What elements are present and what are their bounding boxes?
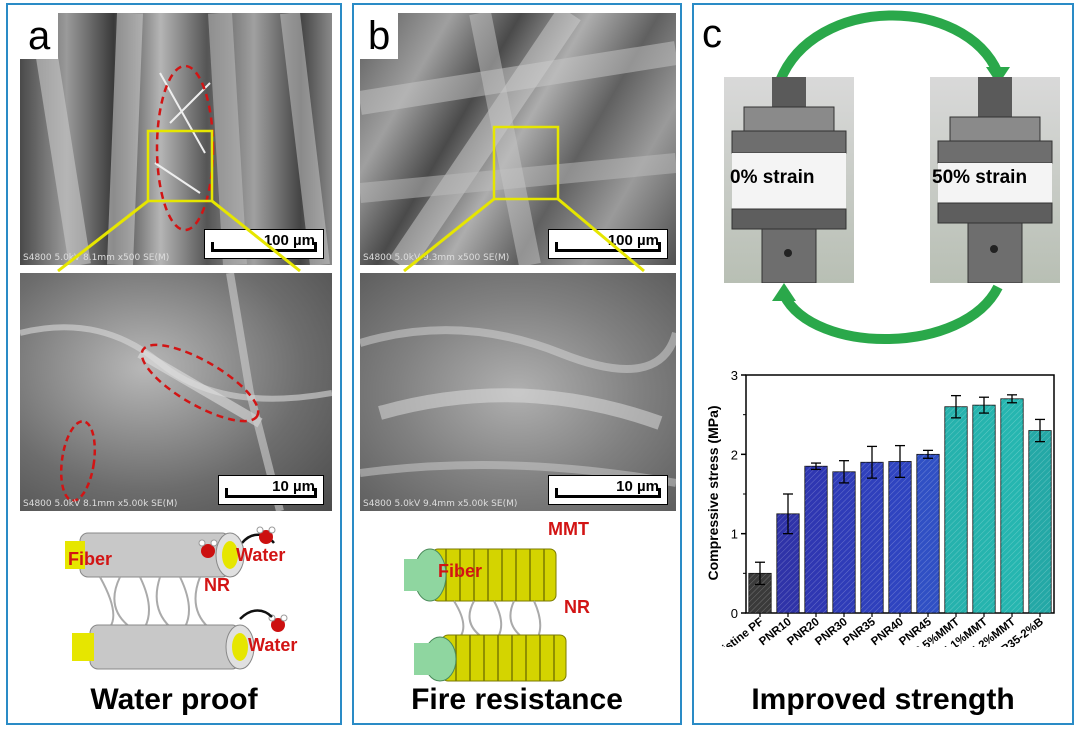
photo-50-strain: 50% strain [930, 77, 1060, 283]
sem-texture [20, 273, 332, 511]
bar-hatch [1028, 430, 1052, 613]
bar-hatch [860, 462, 884, 613]
label-mmt: MMT [548, 519, 589, 539]
y-tick-label: 0 [731, 606, 738, 621]
sem-image-b-top: b 100 µm S4800 5.0kV 9.3mm x500 SE(M) [360, 13, 676, 265]
panel-caption: Fire resistance [411, 683, 623, 716]
panel-b: b 100 µm S4800 5.0kV 9.3mm x500 SE(M) 10… [352, 3, 682, 725]
compressive-stress-chart: Compressive stress (MPa) 0 1 2 3 Pristine PF… [705, 368, 1055, 647]
scale-bar: 10 µm [218, 475, 324, 505]
cycle-arrows [772, 10, 1010, 344]
waterproof-schematic [65, 526, 288, 670]
bar-hatch [1000, 398, 1024, 613]
label-water: Water [236, 545, 286, 565]
bar-hatch [972, 405, 996, 613]
scale-label: 10 µm [272, 478, 315, 495]
y-tick-label: 1 [731, 527, 738, 542]
scale-label: 10 µm [616, 478, 659, 495]
scale-bar: 10 µm [548, 475, 668, 505]
y-tick-label: 2 [731, 447, 738, 462]
scale-bar: 100 µm [548, 229, 668, 259]
y-axis-label: Compressive stress (MPa) [705, 405, 721, 580]
strain-label: 50% strain [932, 167, 1028, 188]
label-fiber: Fiber [438, 561, 483, 581]
bar-hatch [776, 513, 800, 613]
bar-hatch [916, 454, 940, 613]
panel-caption: Improved strength [751, 683, 1015, 716]
label-nr: NR [564, 597, 590, 617]
strain-label: 0% strain [730, 167, 815, 188]
scale-label: 100 µm [607, 232, 659, 249]
fire-resistance-schematic [404, 548, 567, 682]
panel-letter-a: a [20, 13, 59, 59]
panel-c: c 0% strain 50% strain [692, 3, 1074, 725]
zoom-lines [403, 197, 645, 273]
sem-image-b-zoom: 10 µm S4800 5.0kV 9.4mm x5.00k SE(M) [360, 273, 676, 511]
bar-hatch [832, 471, 856, 613]
sem-metadata: S4800 5.0kV 9.3mm x500 SE(M) [363, 253, 510, 263]
panel-a: a 100 µm S4800 5.0kV 8.1mm x500 SE(M) 10… [6, 3, 342, 725]
panel-letter-b: b [360, 13, 399, 59]
scale-bar: 100 µm [204, 229, 324, 259]
bar-hatch [888, 461, 912, 613]
sem-metadata: S4800 5.0kV 8.1mm x500 SE(M) [23, 253, 170, 263]
sem-metadata: S4800 5.0kV 8.1mm x5.00k SE(M) [23, 499, 178, 509]
bar-hatch [804, 466, 828, 613]
y-tick-label: 3 [731, 368, 738, 383]
zoom-lines [57, 199, 301, 273]
label-nr: NR [204, 575, 230, 595]
panel-letter-c: c [694, 11, 730, 57]
label-water: Water [248, 635, 298, 655]
scale-label: 100 µm [263, 232, 315, 249]
bar-hatch [944, 406, 968, 613]
panel-caption: Water proof [90, 683, 258, 716]
sem-image-a-zoom: 10 µm S4800 5.0kV 8.1mm x5.00k SE(M) [20, 273, 332, 511]
sem-texture [360, 13, 676, 265]
x-tick-label: Pristine PF [711, 616, 766, 647]
label-fiber: Fiber [68, 549, 113, 569]
sem-metadata: S4800 5.0kV 9.4mm x5.00k SE(M) [363, 499, 518, 509]
photo-0-strain: 0% strain [724, 77, 854, 283]
bar-hatch [748, 573, 772, 613]
